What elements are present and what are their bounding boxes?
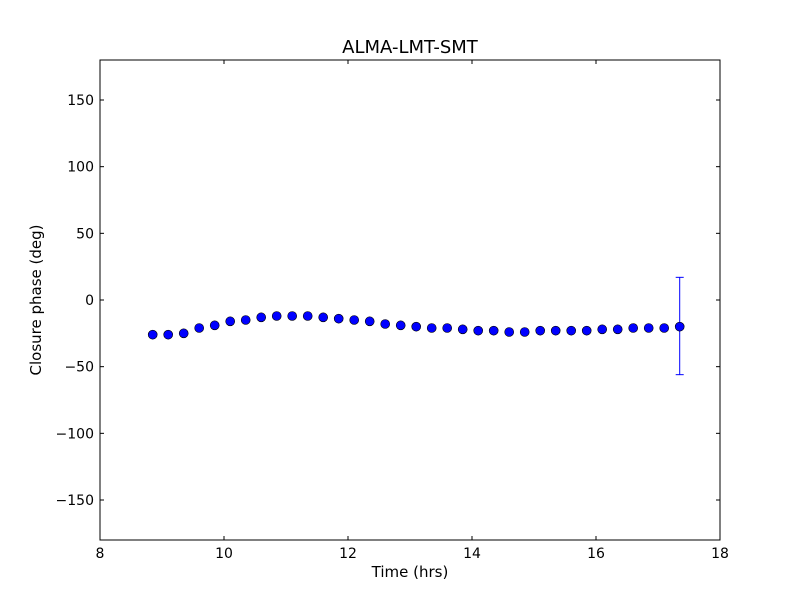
data-point	[302, 311, 313, 321]
data-point	[674, 321, 685, 332]
data-point	[271, 311, 282, 321]
data-point	[597, 324, 608, 335]
data-point	[566, 325, 577, 336]
data-point	[473, 325, 484, 336]
data-point	[240, 315, 251, 325]
data-point	[581, 325, 592, 336]
plot-frame	[99, 59, 721, 541]
y-tick-label: 50	[76, 226, 94, 242]
data-point	[426, 323, 437, 333]
data-point	[488, 325, 499, 336]
x-tick-label: 10	[215, 546, 233, 562]
data-point	[349, 315, 360, 325]
data-point	[395, 320, 406, 331]
data-point	[163, 329, 173, 340]
data-point	[333, 313, 344, 324]
x-tick-label: 16	[587, 546, 605, 562]
y-tick-label: −50	[64, 360, 94, 376]
data-point	[628, 323, 639, 333]
y-tick-label: 150	[67, 93, 94, 109]
y-axis-label: Closure phase (deg)	[27, 225, 45, 376]
data-point	[504, 327, 515, 337]
data-point	[411, 321, 422, 332]
data-point	[643, 323, 654, 333]
data-point	[612, 324, 623, 335]
data-point	[535, 325, 546, 336]
y-tick-label: 100	[67, 160, 94, 176]
data-point	[194, 323, 204, 333]
data-point	[178, 328, 189, 339]
x-tick-label: 8	[96, 546, 105, 562]
y-tick-label: −150	[56, 493, 94, 509]
data-point	[364, 316, 375, 327]
data-point	[550, 325, 561, 336]
data-point	[380, 319, 391, 329]
data-point	[442, 323, 453, 333]
data-point	[225, 316, 235, 327]
x-tick-label: 12	[339, 546, 357, 562]
y-tick-label: −100	[56, 426, 94, 442]
data-point	[287, 311, 298, 321]
data-point	[659, 323, 670, 333]
ticks-layer: 8 10 12 14 16 18 150 100 50 0 −50 −100 −150	[56, 60, 729, 562]
x-axis-label: Time (hrs)	[371, 563, 449, 581]
data-point	[256, 312, 267, 323]
data-point	[457, 324, 468, 335]
data-point	[318, 312, 329, 323]
data-point	[147, 329, 158, 340]
data-point	[519, 327, 530, 337]
y-tick-label: 0	[85, 293, 94, 309]
data-point	[209, 320, 220, 331]
chart-title: ALMA-LMT-SMT	[342, 37, 479, 58]
x-tick-label: 18	[711, 546, 729, 562]
data-points	[147, 311, 685, 340]
x-tick-label: 14	[463, 546, 481, 562]
